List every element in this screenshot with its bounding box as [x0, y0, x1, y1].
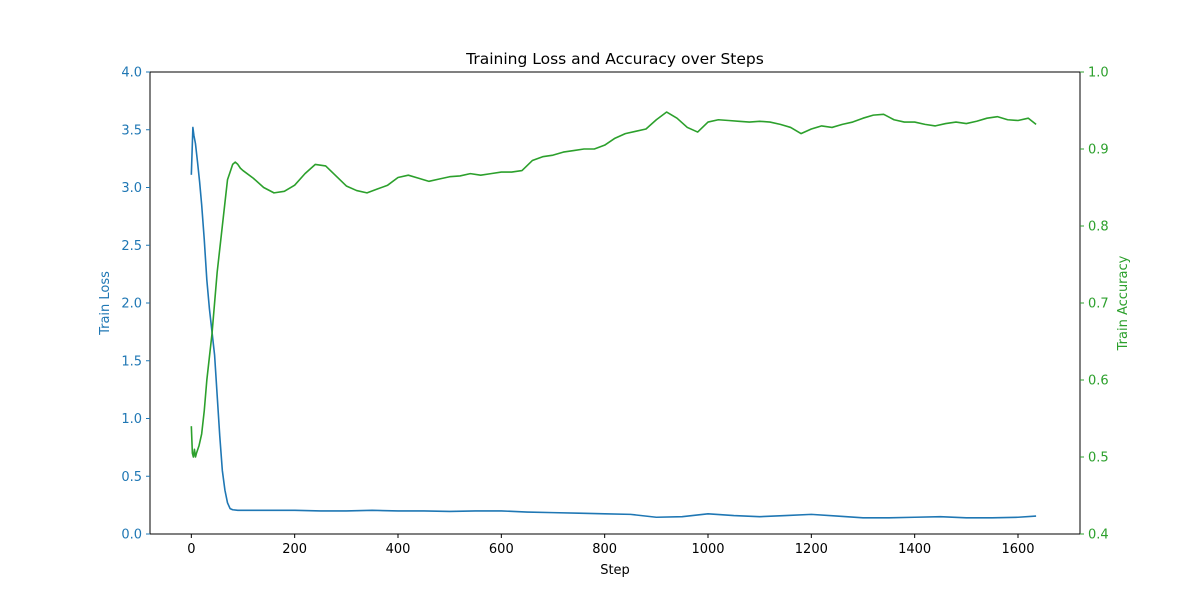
x-tick-label: 600	[489, 542, 514, 557]
left-y-tick-label: 4.0	[121, 66, 142, 81]
x-tick-label: 200	[282, 542, 307, 557]
left-y-tick-label: 2.5	[121, 239, 142, 254]
x-axis-label: Step	[600, 563, 630, 578]
left-y-tick-label: 0.5	[121, 470, 142, 485]
right-y-tick-label: 1.0	[1088, 66, 1109, 81]
plot-lines	[190, 111, 1037, 519]
right-y-tick-label: 0.6	[1088, 374, 1109, 389]
left-y-tick-label: 1.5	[121, 354, 142, 369]
x-tick-label: 800	[592, 542, 617, 557]
left-y-tick-label: 0.0	[121, 528, 142, 543]
right-y-tick-label: 0.5	[1088, 451, 1109, 466]
left-y-tick-label: 1.0	[121, 412, 142, 427]
x-tick-label: 1200	[795, 542, 828, 557]
chart-title: Training Loss and Accuracy over Steps	[465, 50, 764, 68]
train-accuracy-line	[190, 111, 1037, 458]
x-axis-ticks: 0 200 400 600 800 1000 1200 1400 1600	[187, 534, 1035, 557]
right-y-tick-label: 0.8	[1088, 220, 1109, 235]
left-y-axis-ticks: 0.0 0.5 1.0 1.5 2.0 2.5 3.0 3.5 4.0	[121, 66, 150, 543]
right-y-tick-label: 0.7	[1088, 297, 1109, 312]
left-y-axis-label: Train Loss	[98, 271, 113, 336]
left-y-tick-label: 3.5	[121, 123, 142, 138]
right-y-tick-label: 0.9	[1088, 143, 1109, 158]
x-tick-label: 1400	[898, 542, 931, 557]
train-loss-line	[190, 126, 1037, 519]
left-y-tick-label: 2.0	[121, 297, 142, 312]
right-y-axis-ticks: 0.4 0.5 0.6 0.7 0.8 0.9 1.0	[1080, 66, 1109, 543]
x-tick-label: 400	[386, 542, 411, 557]
right-y-axis-label: Train Accuracy	[1116, 255, 1131, 351]
x-tick-label: 1000	[691, 542, 724, 557]
left-y-tick-label: 3.0	[121, 181, 142, 196]
right-y-tick-label: 0.4	[1088, 528, 1109, 543]
x-tick-label: 1600	[1001, 542, 1034, 557]
x-tick-label: 0	[187, 542, 195, 557]
